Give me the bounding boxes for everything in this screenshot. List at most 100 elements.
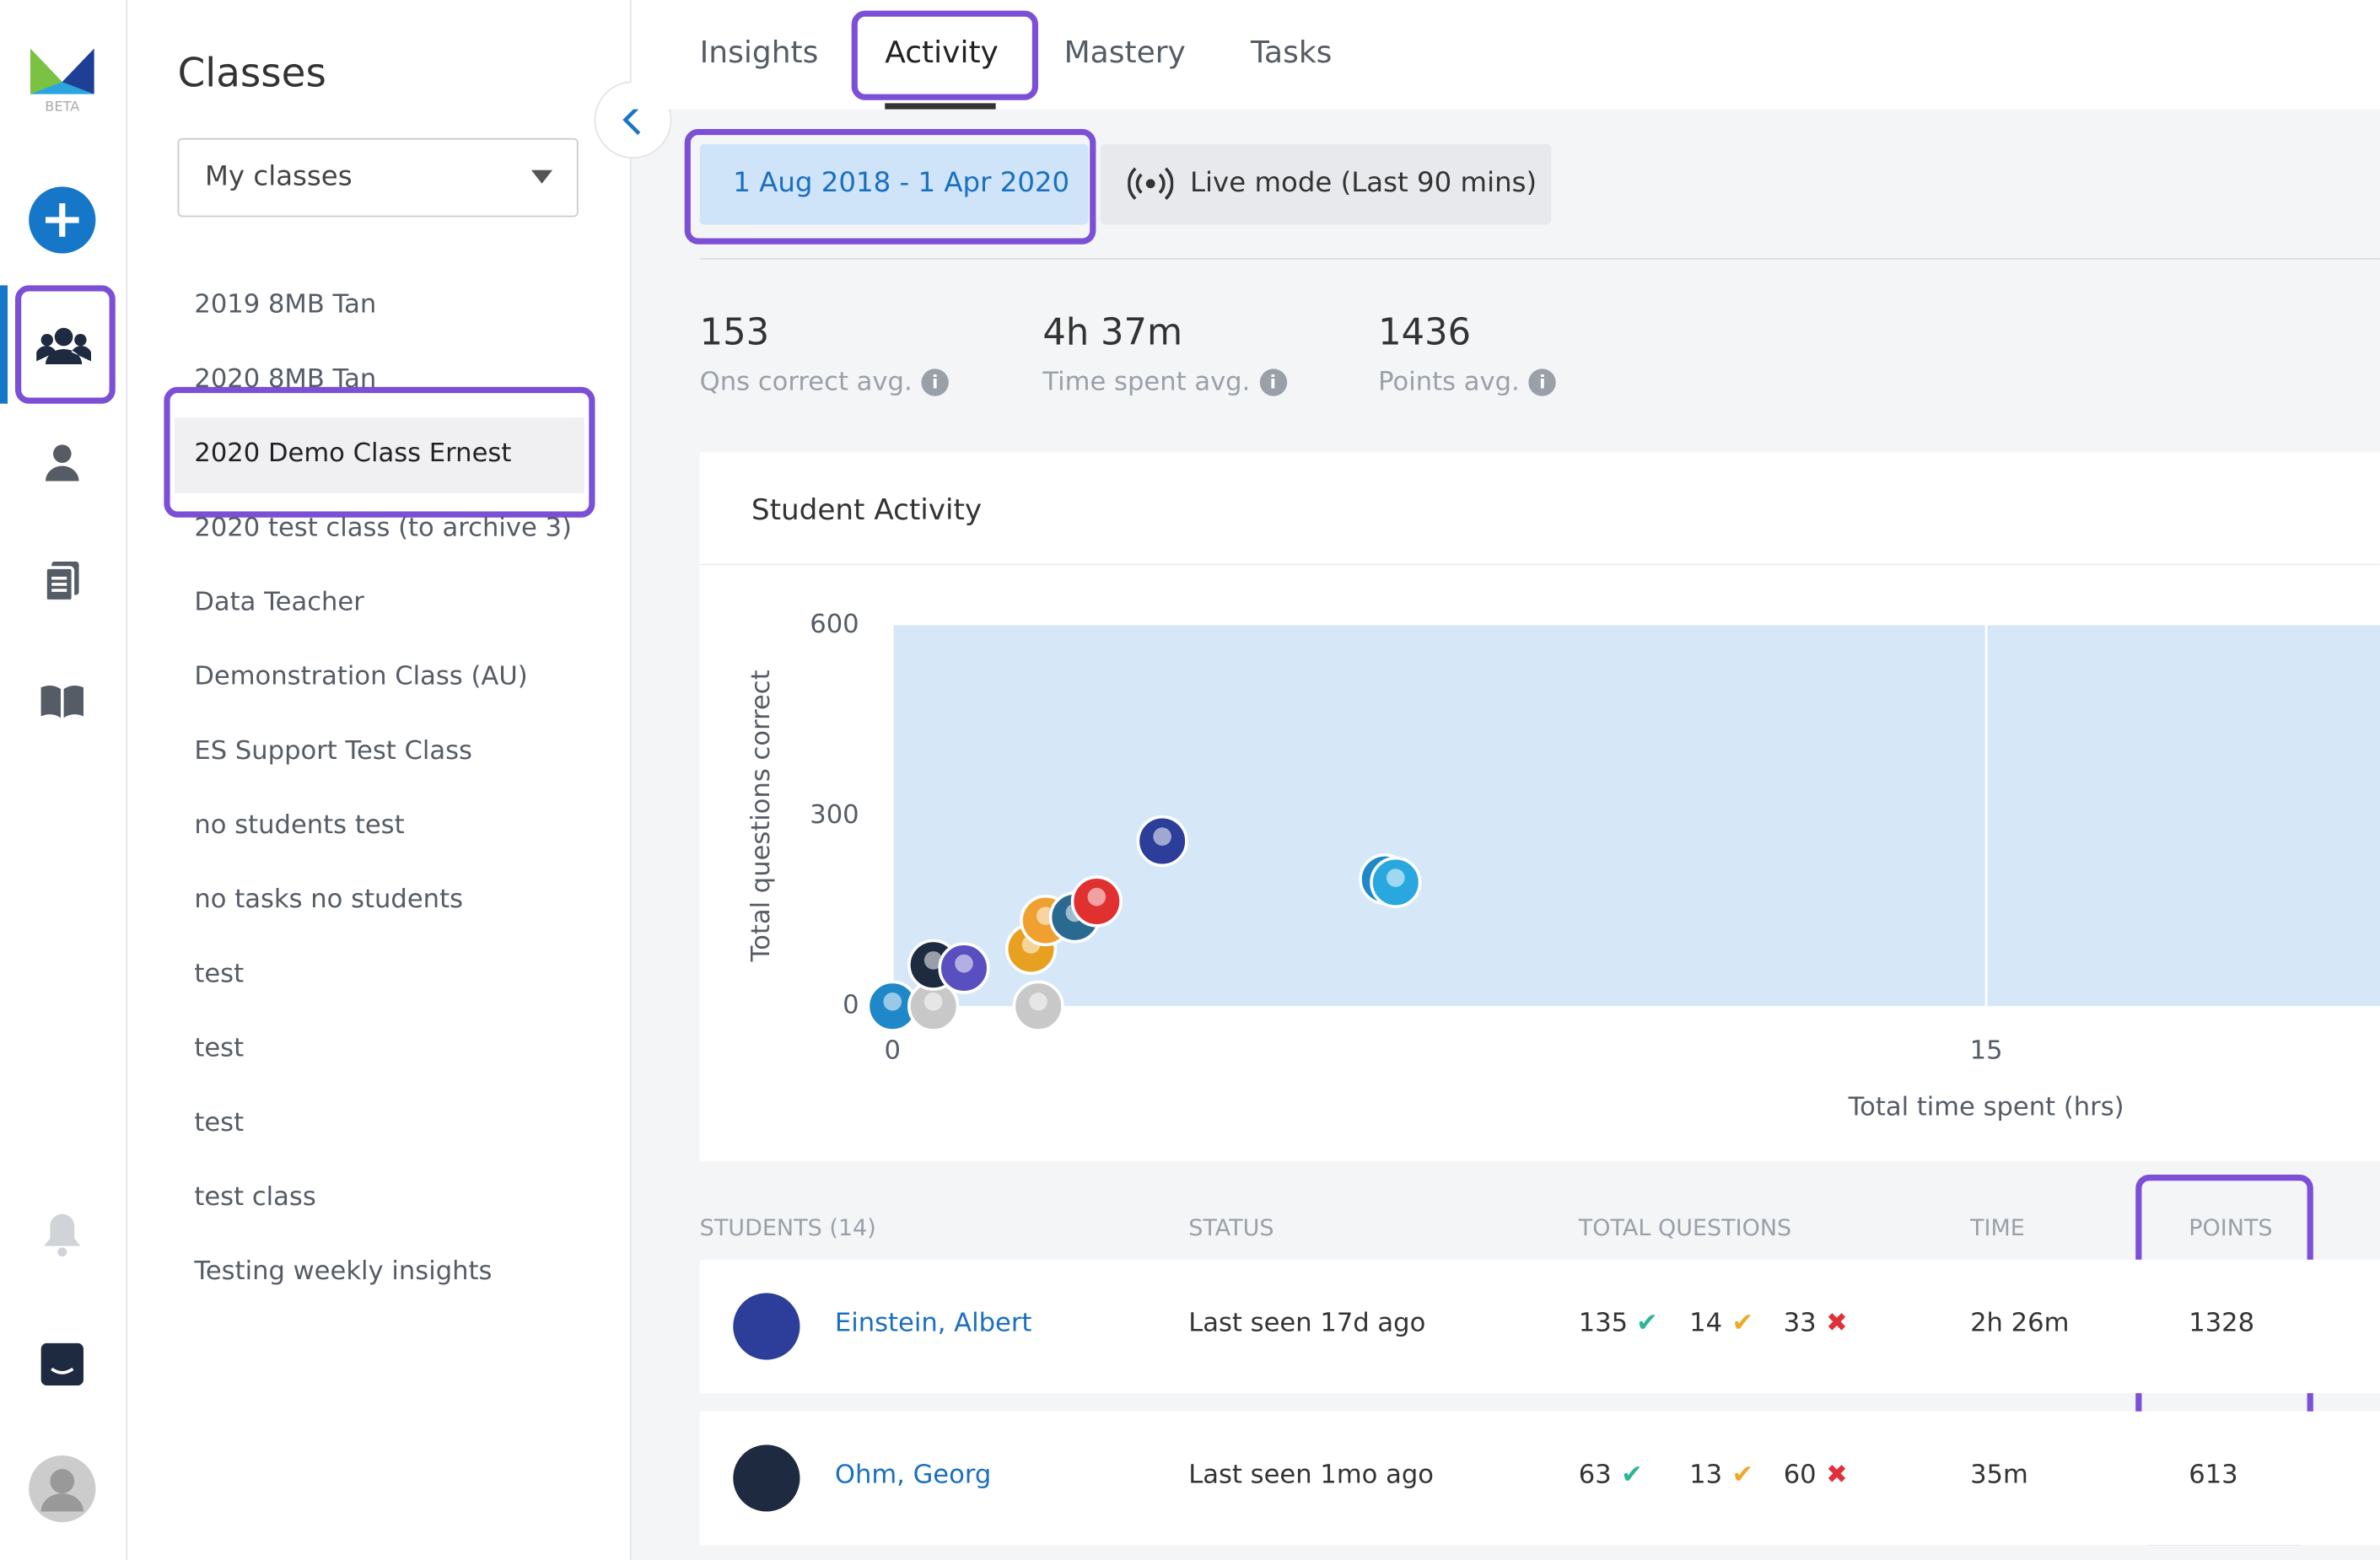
stat-label: Time spent avg. i: [1042, 368, 1287, 398]
stat-value: 153: [699, 310, 770, 354]
student-time: 2h 26m: [1970, 1308, 2070, 1339]
x-tick-label: 0: [885, 1036, 901, 1066]
chart-title: Student Activity: [751, 493, 982, 527]
highlight: [164, 386, 595, 518]
avatar-face: [883, 992, 902, 1011]
avatar-face: [1153, 827, 1171, 846]
students-icon[interactable]: [45, 444, 79, 483]
highlight: [851, 10, 1039, 100]
student-row: Einstein, Albert Last seen 17d ago 135 ✔ 14 ✔…: [699, 1259, 2380, 1394]
student-name-link[interactable]: Einstein, Albert: [834, 1308, 1032, 1339]
class-item[interactable]: 2019 8MB Tan: [194, 289, 377, 320]
class-filter[interactable]: My classes: [177, 137, 579, 218]
correct-count: 135: [1578, 1308, 1629, 1339]
avatar-face: [1387, 869, 1405, 887]
divider: [699, 257, 2380, 260]
active-tab-underline: [885, 103, 996, 110]
live-icon: [1128, 167, 1174, 201]
info-icon[interactable]: i: [1528, 368, 1557, 396]
date-range[interactable]: 1 Aug 2018 - 1 Apr 2020: [699, 143, 1089, 225]
student-status: Last seen 1mo ago: [1188, 1460, 1434, 1491]
student-points: 1328: [2189, 1308, 2255, 1339]
plot-area: [892, 625, 2380, 1007]
student-status: Last seen 17d ago: [1188, 1308, 1426, 1339]
classes-icon[interactable]: [36, 325, 91, 367]
scatter-chart: Student Activity 0 300 600 0 15 Total time sp…: [699, 493, 2380, 1122]
class-item[interactable]: test: [194, 959, 245, 990]
icon-bar: BETA: [0, 0, 128, 1560]
notifications-icon[interactable]: [42, 1211, 82, 1257]
info-icon[interactable]: i: [1259, 368, 1287, 396]
y-tick-label: 0: [843, 991, 859, 1020]
add-button[interactable]: [27, 186, 97, 256]
class-item[interactable]: test class: [194, 1181, 316, 1213]
class-item[interactable]: no tasks no students: [194, 885, 464, 916]
logo-badge: BETA: [45, 98, 79, 114]
active-indicator: [0, 285, 8, 404]
class-item[interactable]: test: [194, 1033, 245, 1064]
tab[interactable]: Activity: [885, 33, 999, 70]
table-header: TOTAL QUESTIONS: [1578, 1213, 1792, 1242]
messages-icon[interactable]: [40, 1342, 83, 1386]
y-tick-label: 300: [810, 800, 859, 830]
stat-label: Qns correct avg. i: [700, 368, 949, 398]
tab[interactable]: Tasks: [1250, 33, 1333, 70]
live-mode[interactable]: Live mode (Last 90 mins): [1100, 143, 1552, 225]
class-item[interactable]: test: [194, 1107, 245, 1138]
dropdown-arrow: [530, 169, 553, 184]
tab[interactable]: Insights: [699, 33, 819, 70]
live-mode-label: Live mode (Last 90 mins): [1189, 166, 1537, 199]
library-icon[interactable]: [40, 683, 85, 719]
tab-bar: [631, 0, 2380, 110]
avatar-face: [955, 954, 973, 973]
stat-label: Points avg. i: [1378, 368, 1557, 398]
tab[interactable]: Mastery: [1063, 33, 1186, 70]
correct-count: 63: [1578, 1460, 1612, 1491]
selected-class-bg: [174, 417, 584, 493]
table-header: TIME: [1970, 1213, 2025, 1242]
wrong-count: 60: [1783, 1460, 1817, 1491]
date-range-label: 1 Aug 2018 - 1 Apr 2020: [733, 166, 1070, 199]
class-item[interactable]: Data Teacher: [194, 587, 364, 618]
wrong-count: 33: [1783, 1308, 1817, 1339]
profile-avatar[interactable]: [27, 1454, 97, 1524]
student-row: Ohm, Georg Last seen 1mo ago 63 ✔ 13 ✔ 60 ✖ 35m 6…: [699, 1411, 2380, 1546]
class-item[interactable]: 2020 8MB Tan: [194, 363, 377, 395]
highlight: [684, 128, 1096, 245]
class-item[interactable]: no students test: [194, 810, 405, 842]
sidebar-title: Classes: [177, 51, 326, 98]
correct-icon: ✔: [1621, 1460, 1643, 1491]
sidebar: Classes My classes: [127, 0, 632, 1560]
info-icon[interactable]: i: [921, 368, 949, 396]
table-header: STUDENTS (14): [699, 1213, 876, 1242]
wrong-icon: ✖: [1826, 1308, 1848, 1339]
avatar-face: [1087, 887, 1107, 906]
stat-value: 1436: [1378, 310, 1472, 354]
logo: BETA: [30, 48, 94, 114]
tasks-icon[interactable]: [45, 561, 79, 601]
table-header: POINTS: [2189, 1213, 2273, 1242]
partial-icon: ✔: [1731, 1308, 1754, 1339]
student-avatar: [733, 1444, 800, 1512]
partial-count: 14: [1689, 1308, 1723, 1339]
partial-count: 13: [1689, 1460, 1723, 1491]
avatar-face: [923, 951, 943, 970]
class-item[interactable]: ES Support Test Class: [194, 735, 473, 767]
stat-value: 4h 37m: [1042, 310, 1183, 354]
avatar-face: [923, 992, 943, 1011]
avatar-face: [1029, 992, 1047, 1011]
student-name-link[interactable]: Ohm, Georg: [834, 1460, 992, 1491]
class-item[interactable]: Demonstration Class (AU): [194, 661, 528, 692]
wrong-icon: ✖: [1826, 1460, 1848, 1491]
class-item[interactable]: Testing weekly insights: [194, 1256, 493, 1288]
partial-icon: ✔: [1731, 1460, 1754, 1491]
class-item[interactable]: 2020 Demo Class Ernest: [194, 438, 512, 470]
student-points: 613: [2189, 1460, 2238, 1491]
table-header: STATUS: [1188, 1213, 1274, 1242]
y-tick-label: 600: [810, 610, 859, 639]
class-item[interactable]: 2020 test class (to archive 3): [194, 513, 572, 544]
correct-icon: ✔: [1636, 1308, 1658, 1339]
x-tick-label: 15: [1970, 1036, 2003, 1066]
